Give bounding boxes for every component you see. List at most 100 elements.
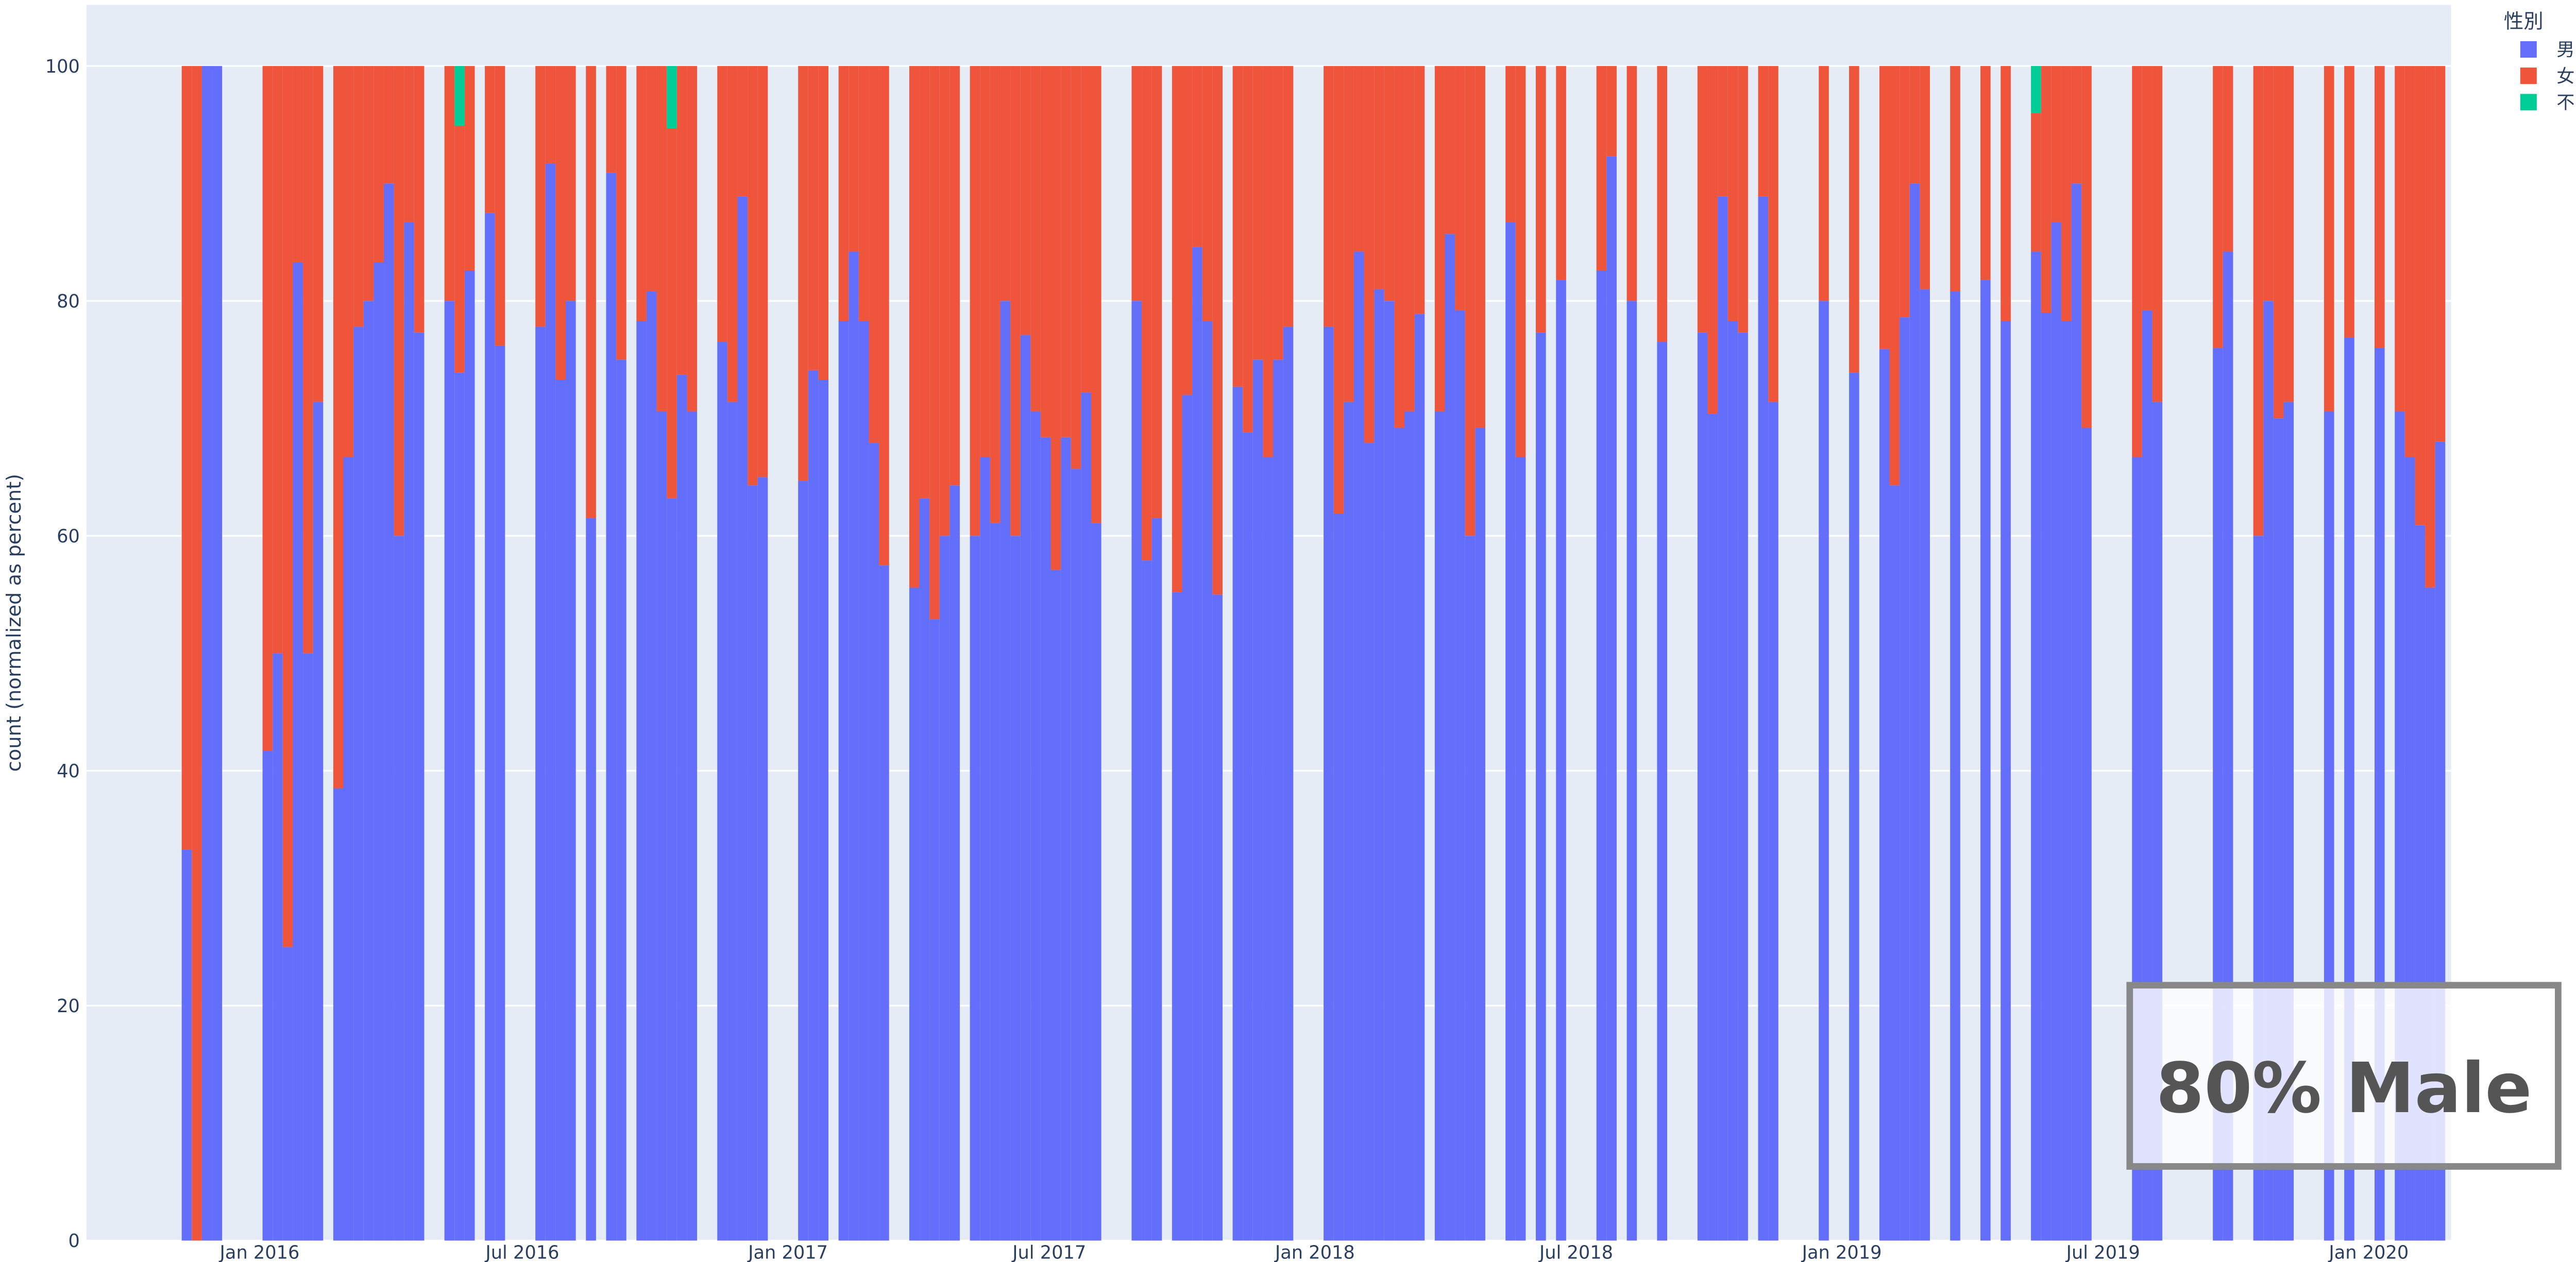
bar-segment — [454, 372, 465, 1241]
bar-segment — [282, 947, 293, 1241]
bar-segment — [1404, 411, 1415, 1241]
bar-segment — [383, 66, 394, 184]
bar-segment — [1414, 66, 1425, 314]
bar-segment — [838, 320, 849, 1241]
bar-segment — [1404, 66, 1415, 412]
bar-segment — [1353, 251, 1364, 1241]
x-tick-label: Jan 2020 — [2328, 1242, 2409, 1262]
bar-segment — [1040, 66, 1051, 437]
bar-segment — [1232, 66, 1243, 387]
bar-segment — [798, 66, 808, 481]
bar-segment — [919, 498, 930, 1241]
bar-segment — [2001, 66, 2011, 321]
bar-segment — [1980, 280, 1991, 1241]
bar-segment — [1475, 66, 1485, 428]
bar-segment — [2324, 66, 2334, 412]
bar-segment — [1344, 402, 1354, 1241]
bar-segment — [1364, 66, 1375, 444]
bar-segment — [1950, 66, 1960, 292]
bar-segment — [1151, 518, 1162, 1241]
bar-segment — [818, 379, 828, 1241]
bar-segment — [869, 443, 879, 1241]
bar-segment — [1192, 247, 1202, 1241]
bar-segment — [1252, 360, 1263, 1241]
bar-segment — [1142, 560, 1152, 1241]
bar-segment — [1879, 349, 1890, 1241]
bar-segment — [1364, 443, 1375, 1241]
bar-segment — [849, 66, 859, 252]
x-tick-label: Jan 2017 — [747, 1242, 828, 1262]
bar-segment — [1718, 66, 1728, 197]
y-tick-label: 40 — [57, 761, 80, 782]
bar-segment — [2253, 66, 2264, 536]
bar-segment — [1212, 66, 1223, 595]
bar-segment — [717, 342, 727, 1241]
bar-segment — [1061, 66, 1071, 437]
bar-segment — [869, 66, 879, 444]
bar-segment — [2051, 66, 2061, 223]
bar-segment — [454, 66, 465, 126]
bar-segment — [1626, 66, 1637, 301]
bar-segment — [950, 485, 960, 1241]
bar-segment — [1465, 66, 1476, 536]
bar-segment — [687, 66, 698, 412]
bar-segment — [1768, 402, 1778, 1241]
bar-segment — [2081, 428, 2092, 1241]
bar-segment — [1212, 594, 1223, 1241]
bar-segment — [2051, 222, 2061, 1241]
bar-segment — [646, 291, 657, 1241]
legend-label: 不明 — [2556, 92, 2576, 113]
bar-segment — [192, 66, 202, 1241]
bar-segment — [1536, 66, 1546, 333]
bar-segment — [1131, 301, 1142, 1241]
bar-segment — [333, 66, 344, 789]
bar-segment — [616, 66, 626, 360]
bar-segment — [656, 411, 667, 1241]
bar-segment — [1879, 66, 1890, 349]
bar-segment — [1020, 66, 1031, 335]
bar-segment — [1556, 66, 1566, 280]
bar-segment — [2374, 66, 2385, 348]
y-axis-title: count (normalized as percent) — [3, 474, 26, 772]
bar-segment — [404, 222, 414, 1241]
legend-swatch — [2520, 41, 2537, 58]
bar-segment — [656, 66, 667, 412]
annotation-box — [2126, 982, 2562, 1170]
bar-segment — [1050, 66, 1061, 570]
bar-segment — [394, 536, 404, 1241]
bar-segment — [495, 66, 505, 346]
bar-segment — [1333, 66, 1344, 514]
bar-segment — [374, 66, 384, 262]
bar-segment — [1738, 332, 1748, 1241]
bar-segment — [2061, 66, 2072, 321]
bar-segment — [394, 66, 404, 536]
bar-segment — [808, 66, 819, 370]
bar-segment — [2395, 66, 2405, 412]
bar-segment — [1465, 536, 1476, 1241]
bar-segment — [1071, 66, 1081, 469]
bar-segment — [929, 619, 940, 1241]
legend-label: 女 — [2556, 66, 2574, 87]
bar-segment — [535, 66, 546, 327]
x-tick-label: Jul 2016 — [484, 1242, 559, 1262]
bar-segment — [1243, 66, 1253, 433]
bar-segment — [485, 66, 495, 213]
bar-segment — [1010, 66, 1021, 536]
axes: 0 20 40 60 80 100 Jan 2016 Jul 2016 Jan 2017 Jul … — [45, 56, 2409, 1262]
bar-segment — [1909, 66, 1920, 184]
bar-segment — [495, 345, 505, 1241]
bar-segment — [586, 518, 596, 1241]
bar-segment — [1758, 196, 1769, 1241]
bar-segment — [748, 66, 758, 486]
x-tick-label: Jul 2017 — [1011, 1242, 1086, 1262]
bar-segment — [1000, 66, 1011, 301]
bar-segment — [1950, 291, 1960, 1241]
bar-segment — [1849, 66, 1859, 373]
bar-segment — [404, 66, 414, 223]
bar-segment — [1071, 469, 1081, 1241]
bar-segment — [939, 66, 950, 536]
bar-segment — [1151, 66, 1162, 519]
bar-segment — [1030, 66, 1041, 412]
bar-segment — [2435, 66, 2446, 442]
bar-segment — [1252, 66, 1263, 360]
